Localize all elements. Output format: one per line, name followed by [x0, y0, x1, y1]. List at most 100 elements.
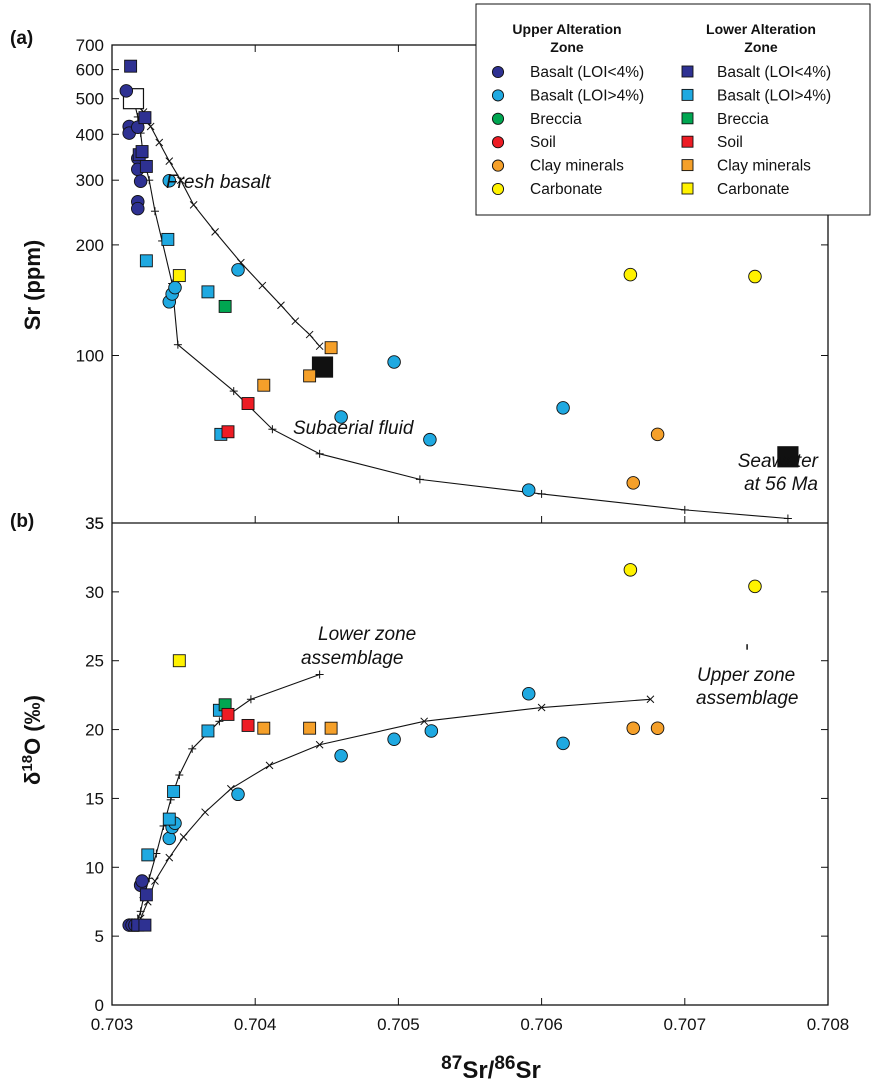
annotation-lower-zone-line2: assemblage [301, 648, 403, 669]
data-point-circle [626, 476, 640, 490]
legend-header-upper-1: Upper Alteration [512, 21, 621, 37]
data-point-square [221, 425, 235, 439]
annotation-upper-zone-line2: assemblage [696, 688, 798, 709]
data-point-circle [521, 687, 536, 701]
y-tick-label: 300 [76, 171, 104, 190]
legend-swatch-square [681, 88, 694, 101]
legend-swatch-circle [491, 112, 505, 125]
legend-header-upper-2: Zone [550, 39, 584, 55]
y-axis-title-a: Sr (ppm) [20, 240, 45, 330]
data-point-circle [133, 174, 148, 189]
curve-x-marker [420, 717, 429, 726]
data-point-circle [748, 579, 762, 594]
legend-label-lower: Basalt (LOI<4%) [717, 64, 831, 81]
data-point-circle [119, 84, 134, 98]
data-point-square [303, 369, 317, 383]
data-point-square [124, 59, 138, 73]
data-point-circle [623, 563, 638, 577]
data-point-circle [387, 732, 401, 746]
curve-x-marker [227, 784, 235, 793]
y-tick-label: 20 [85, 721, 104, 740]
x-tick-label: 0.706 [520, 1015, 563, 1034]
axis-ticks: 10020030040050060070035051015202530350.7… [76, 36, 850, 1034]
y-tick-label: 0 [95, 996, 104, 1015]
endmember-marker [777, 446, 799, 468]
legend-label-lower: Basalt (LOI>4%) [717, 87, 831, 104]
plot-border [111, 44, 829, 1006]
curve-x-marker [165, 853, 174, 862]
data-point-circle [131, 120, 145, 135]
x-tick-label: 0.704 [234, 1015, 277, 1034]
data-point-square [201, 724, 215, 738]
x-tick-label: 0.705 [377, 1015, 420, 1034]
curve-x-marker [201, 808, 209, 817]
data-point-circle [168, 280, 182, 295]
legend-swatch-circle [491, 136, 505, 149]
data-point-square [139, 888, 153, 902]
annotation-upper-zone-line1: Upper zone [697, 665, 795, 686]
data-point-square [138, 111, 152, 125]
data-point-circle [231, 263, 245, 277]
curve-x-marker [291, 317, 300, 326]
legend: Upper Alteration Zone Lower Alteration Z… [475, 3, 871, 216]
data-point-circle [162, 831, 177, 846]
data-point-square [324, 341, 338, 355]
panel-a-label: (a) [10, 28, 33, 49]
y-tick-label: 700 [76, 36, 104, 55]
data-point-square [257, 378, 271, 392]
y-tick-label: 10 [85, 858, 104, 877]
curve-x-marker [537, 703, 546, 712]
curve-x-marker [165, 157, 174, 166]
curve-x-marker [176, 176, 185, 185]
curve-x-marker [646, 695, 655, 704]
legend-label-upper: Basalt (LOI<4%) [530, 64, 644, 81]
data-point-square [139, 254, 153, 268]
data-point-square [172, 269, 186, 283]
data-point-square [257, 721, 271, 735]
data-point-circle [135, 874, 149, 888]
legend-label-upper: Breccia [530, 111, 582, 128]
endmember-marker [311, 356, 334, 378]
data-point-circle [623, 267, 638, 282]
curve-x-marker [155, 138, 164, 147]
data-point-square [201, 285, 215, 299]
data-point-circle [387, 355, 401, 369]
curve-x-marker [151, 877, 159, 885]
data-point-circle [650, 427, 665, 442]
x-axis-title: 87Sr/86Sr [441, 1053, 541, 1084]
legend-header-lower-2: Zone [744, 39, 778, 55]
y-tick-label: 30 [85, 583, 104, 602]
curve-x-marker [315, 740, 324, 749]
legend-swatch-square [681, 182, 694, 195]
annotation-seawater-line2: at 56 Ma [744, 474, 818, 495]
legend-swatch-square [681, 135, 694, 148]
y-axis-title-b: δ18O (‰) [19, 695, 45, 785]
y-tick-label: 400 [76, 125, 104, 144]
annotation-subaerial-fluid: Subaerial fluid [293, 418, 415, 439]
curve-x-marker [265, 761, 274, 770]
data-point-square [241, 718, 255, 732]
mixing-curves [129, 94, 792, 930]
data-point-square [138, 918, 152, 932]
y-tick-label: 35 [85, 514, 104, 533]
data-point-circle [748, 269, 762, 284]
legend-rows: Basalt (LOI<4%) Basalt (LOI<4%) Basalt (LO… [491, 64, 831, 198]
y-tick-label: 35 [85, 514, 104, 533]
annotation-fresh-basalt: Fresh basalt [166, 172, 271, 193]
y-tick-label: 100 [76, 346, 104, 365]
data-point-square [303, 721, 317, 735]
legend-swatch-circle [491, 159, 505, 172]
y-tick-label: 500 [76, 90, 104, 109]
legend-label-lower: Breccia [717, 111, 769, 128]
legend-label-lower: Carbonate [717, 181, 789, 198]
plot-frame [111, 44, 829, 1006]
curve-x-marker [315, 342, 324, 351]
data-point-square [139, 159, 153, 173]
data-point-square [218, 299, 232, 313]
data-points [119, 59, 762, 932]
legend-swatch-square [681, 159, 694, 172]
legend-box [475, 3, 871, 216]
data-point-circle [231, 787, 245, 802]
x-tick-label: 0.703 [91, 1015, 134, 1034]
data-point-circle [334, 410, 348, 424]
